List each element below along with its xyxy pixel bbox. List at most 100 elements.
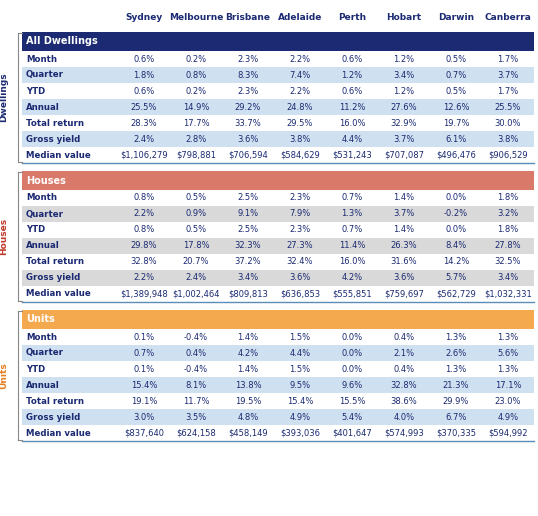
Text: 15.5%: 15.5% (339, 396, 365, 406)
Bar (22, 147, 534, 163)
Text: 15.4%: 15.4% (131, 380, 157, 390)
Text: 0.8%: 0.8% (186, 71, 207, 79)
Text: 2.8%: 2.8% (186, 135, 207, 143)
Text: 25.5%: 25.5% (131, 103, 157, 111)
Text: 9.1%: 9.1% (237, 209, 259, 218)
Text: 25.5%: 25.5% (495, 103, 521, 111)
Text: 9.5%: 9.5% (289, 380, 310, 390)
Text: 3.6%: 3.6% (237, 135, 259, 143)
Bar (22, 425, 534, 441)
Text: 38.6%: 38.6% (391, 396, 417, 406)
Text: 27.3%: 27.3% (287, 241, 313, 250)
Text: Quarter: Quarter (26, 71, 64, 79)
Bar (22, 171, 534, 190)
Text: 1.8%: 1.8% (497, 194, 519, 202)
Text: 27.6%: 27.6% (391, 103, 417, 111)
Text: 3.8%: 3.8% (289, 135, 310, 143)
Text: 2.3%: 2.3% (289, 194, 310, 202)
Text: $496,476: $496,476 (436, 151, 476, 159)
Text: 26.3%: 26.3% (391, 241, 417, 250)
Text: $1,389,948: $1,389,948 (120, 289, 168, 298)
Bar (22, 83, 534, 99)
Text: 11.4%: 11.4% (339, 241, 365, 250)
Bar (22, 131, 534, 147)
Text: 29.5%: 29.5% (287, 119, 313, 127)
Text: Gross yield: Gross yield (26, 412, 80, 422)
Text: $594,992: $594,992 (489, 428, 528, 438)
Text: 1.4%: 1.4% (237, 364, 259, 374)
Text: 2.4%: 2.4% (133, 135, 154, 143)
Text: 31.6%: 31.6% (391, 257, 417, 266)
Text: Units: Units (0, 362, 9, 389)
Text: 28.3%: 28.3% (131, 119, 157, 127)
Text: 4.4%: 4.4% (289, 348, 310, 358)
Text: 1.8%: 1.8% (133, 71, 154, 79)
Bar (22, 361, 534, 377)
Text: 32.4%: 32.4% (287, 257, 313, 266)
Text: 2.2%: 2.2% (133, 273, 154, 282)
Bar (22, 206, 534, 222)
Text: 20.7%: 20.7% (183, 257, 209, 266)
Text: 0.6%: 0.6% (133, 87, 154, 95)
Text: 3.5%: 3.5% (186, 412, 207, 422)
Text: $636,853: $636,853 (280, 289, 320, 298)
Text: 0.5%: 0.5% (186, 225, 207, 234)
Text: 3.6%: 3.6% (393, 273, 415, 282)
Text: $531,243: $531,243 (332, 151, 372, 159)
Text: 2.2%: 2.2% (289, 87, 310, 95)
Text: 16.0%: 16.0% (339, 119, 365, 127)
Text: 8.4%: 8.4% (445, 241, 466, 250)
Text: 1.3%: 1.3% (497, 332, 519, 342)
Text: 1.2%: 1.2% (393, 87, 415, 95)
Text: 5.6%: 5.6% (497, 348, 519, 358)
Text: 6.7%: 6.7% (445, 412, 466, 422)
Text: 0.1%: 0.1% (133, 364, 154, 374)
Text: 5.4%: 5.4% (342, 412, 363, 422)
Text: Annual: Annual (26, 241, 60, 250)
Text: 0.0%: 0.0% (445, 194, 466, 202)
Text: Total return: Total return (26, 396, 84, 406)
Bar (22, 270, 534, 286)
Text: 0.4%: 0.4% (393, 364, 415, 374)
Text: Dwellings: Dwellings (0, 73, 9, 122)
Text: 16.0%: 16.0% (339, 257, 365, 266)
Text: 5.7%: 5.7% (445, 273, 466, 282)
Text: -0.2%: -0.2% (444, 209, 468, 218)
Text: 2.3%: 2.3% (289, 225, 310, 234)
Text: 32.8%: 32.8% (131, 257, 157, 266)
Text: 9.6%: 9.6% (342, 380, 363, 390)
Text: 8.3%: 8.3% (237, 71, 259, 79)
Bar (22, 51, 534, 67)
Text: 1.3%: 1.3% (445, 332, 466, 342)
Text: YTD: YTD (26, 87, 45, 95)
Text: 3.2%: 3.2% (497, 209, 519, 218)
Text: 3.4%: 3.4% (497, 273, 519, 282)
Text: 0.5%: 0.5% (445, 55, 466, 63)
Text: 17.8%: 17.8% (183, 241, 209, 250)
Text: 3.7%: 3.7% (393, 135, 415, 143)
Text: 11.7%: 11.7% (183, 396, 209, 406)
Text: All Dwellings: All Dwellings (26, 37, 98, 46)
Text: Houses: Houses (0, 218, 9, 255)
Text: 2.6%: 2.6% (445, 348, 466, 358)
Text: 4.9%: 4.9% (289, 412, 310, 422)
Text: 4.2%: 4.2% (342, 273, 363, 282)
Text: 4.4%: 4.4% (342, 135, 363, 143)
Text: 3.0%: 3.0% (133, 412, 154, 422)
Bar (22, 345, 534, 361)
Text: $1,002,464: $1,002,464 (172, 289, 220, 298)
Text: $707,087: $707,087 (384, 151, 424, 159)
Bar (22, 32, 534, 51)
Bar (22, 377, 534, 393)
Text: 7.4%: 7.4% (289, 71, 310, 79)
Text: 0.0%: 0.0% (342, 348, 363, 358)
Text: 0.8%: 0.8% (133, 194, 154, 202)
Text: 12.6%: 12.6% (443, 103, 469, 111)
Text: 32.5%: 32.5% (495, 257, 521, 266)
Text: $809,813: $809,813 (228, 289, 268, 298)
Text: 0.5%: 0.5% (445, 87, 466, 95)
Text: 2.4%: 2.4% (186, 273, 207, 282)
Bar (22, 238, 534, 254)
Text: $401,647: $401,647 (332, 428, 372, 438)
Text: 29.8%: 29.8% (131, 241, 157, 250)
